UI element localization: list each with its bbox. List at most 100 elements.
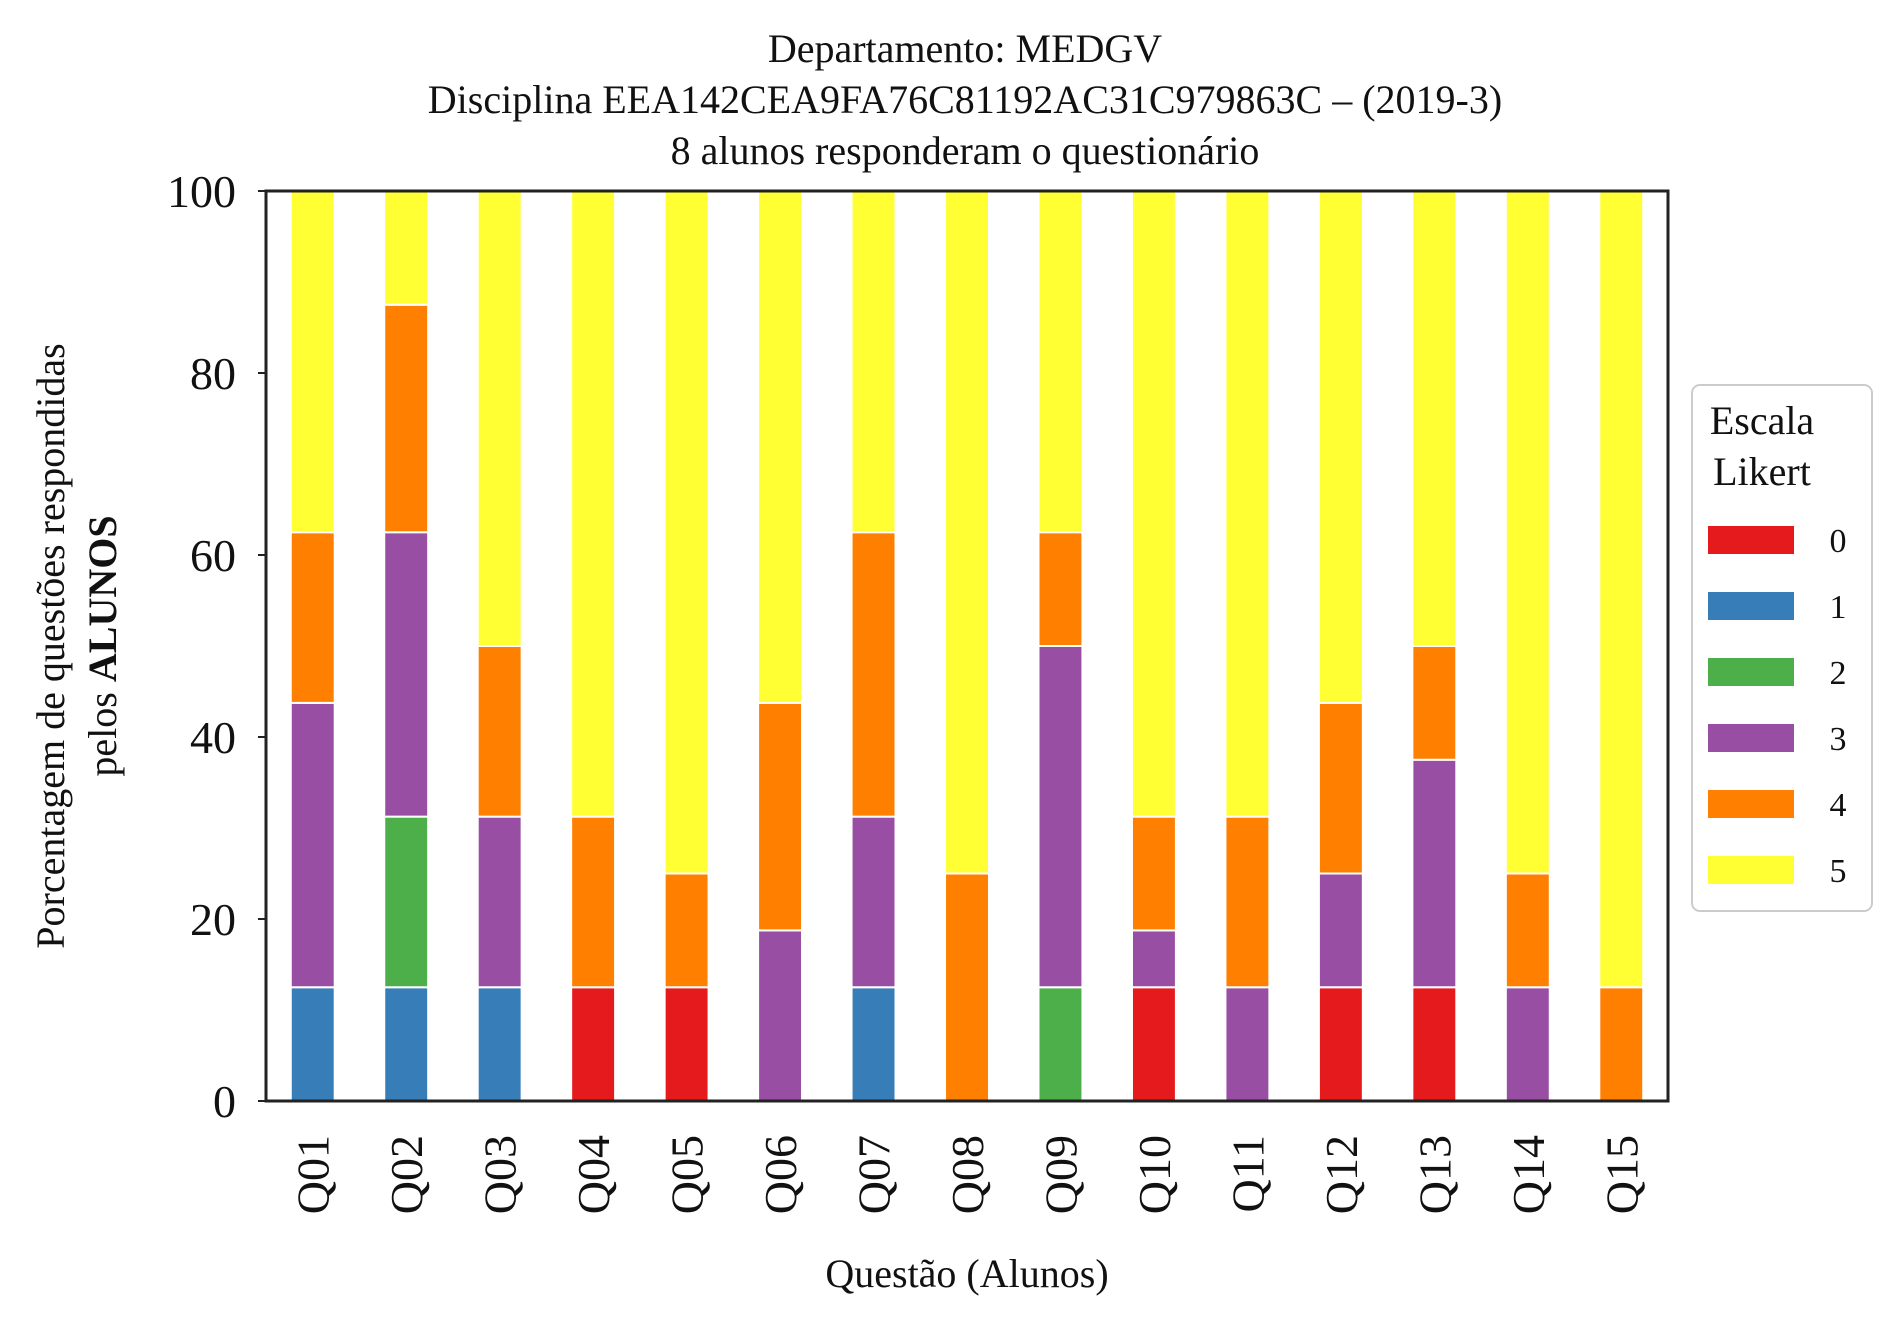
bar-segment-q08-likert-5 bbox=[944, 190, 990, 875]
bar-segment-q12-likert-0 bbox=[1317, 986, 1364, 1102]
bar-segment-q12-likert-5 bbox=[1317, 190, 1364, 704]
bar-segment-q14-likert-5 bbox=[1504, 190, 1551, 875]
bar-segment-q14-likert-3 bbox=[1504, 986, 1551, 1102]
y-tick-label-100: 100 bbox=[167, 166, 236, 217]
bar-segment-q12-likert-3 bbox=[1317, 872, 1364, 989]
bar-segment-q05-likert-4 bbox=[663, 872, 710, 989]
legend-label-1: 1 bbox=[1830, 589, 1847, 626]
plot-frame bbox=[264, 189, 1670, 1103]
bar-segment-q10-likert-3 bbox=[1130, 929, 1177, 989]
bars bbox=[289, 190, 1645, 1103]
bar-segment-q03-likert-1 bbox=[476, 986, 523, 1102]
legend-frame bbox=[1691, 384, 1873, 912]
x-tick-label-q13: Q13 bbox=[1409, 1135, 1460, 1214]
bar-segment-q11-likert-4 bbox=[1224, 815, 1271, 989]
bar-segment-q04-likert-5 bbox=[570, 190, 617, 818]
bar-segment-q01-likert-5 bbox=[289, 190, 336, 534]
legend-swatch-0 bbox=[1708, 526, 1794, 554]
bar-segment-q10-likert-5 bbox=[1130, 190, 1177, 818]
x-tick-label-q07: Q07 bbox=[849, 1135, 900, 1214]
bar-segment-q08-likert-4 bbox=[944, 872, 990, 1102]
y-tick-label-80: 80 bbox=[190, 348, 236, 399]
legend-swatch-2 bbox=[1708, 658, 1794, 686]
x-tick-label-q04: Q04 bbox=[568, 1135, 619, 1214]
y-axis-label-line-1: Porcentagem de questões respondidas bbox=[28, 343, 73, 948]
bar-segment-q02-likert-5 bbox=[383, 190, 430, 306]
legend-label-4: 4 bbox=[1830, 787, 1847, 824]
y-axis-label-prefix: pelos bbox=[80, 682, 125, 776]
bar-segment-q09-likert-3 bbox=[1037, 645, 1084, 989]
bar-segment-q12-likert-4 bbox=[1317, 701, 1364, 875]
bar-segment-q07-likert-4 bbox=[850, 531, 897, 818]
x-tick-label-q08: Q08 bbox=[942, 1135, 993, 1214]
x-tick-label-q09: Q09 bbox=[1035, 1135, 1086, 1214]
legend-swatch-1 bbox=[1708, 592, 1794, 620]
bar-segment-q07-likert-1 bbox=[850, 986, 897, 1102]
bar-segment-q13-likert-4 bbox=[1411, 645, 1458, 761]
y-axis-ticks: 0 20 40 60 80 100 bbox=[167, 166, 266, 1127]
bar-segment-q10-likert-4 bbox=[1130, 815, 1177, 932]
bar-segment-q05-likert-5 bbox=[663, 190, 710, 875]
bar-segment-q07-likert-5 bbox=[850, 190, 897, 534]
x-tick-label-q02: Q02 bbox=[381, 1135, 432, 1214]
bar-segment-q02-likert-1 bbox=[383, 986, 430, 1102]
bar-segment-q13-likert-0 bbox=[1411, 986, 1458, 1102]
x-tick-label-q03: Q03 bbox=[475, 1135, 526, 1214]
bar-segment-q09-likert-4 bbox=[1037, 531, 1084, 647]
y-axis-label-bold: ALUNOS bbox=[80, 515, 125, 682]
x-tick-label-q15: Q15 bbox=[1596, 1135, 1647, 1214]
bar-segment-q01-likert-4 bbox=[289, 531, 336, 704]
chart-title: Departamento: MEDGV Disciplina EEA142CEA… bbox=[428, 26, 1502, 173]
bar-segment-q11-likert-3 bbox=[1224, 986, 1271, 1102]
bar-segment-q14-likert-4 bbox=[1504, 872, 1551, 989]
legend-items: 0 1 2 3 4 5 bbox=[1708, 523, 1847, 890]
bar-segment-q03-likert-3 bbox=[476, 815, 523, 989]
legend-label-0: 0 bbox=[1830, 523, 1847, 560]
bar-segment-q04-likert-4 bbox=[570, 815, 617, 989]
legend-swatch-5 bbox=[1708, 856, 1794, 884]
y-axis-label: Porcentagem de questões respondidas pelo… bbox=[28, 343, 125, 948]
x-tick-label-q10: Q10 bbox=[1129, 1135, 1180, 1214]
bar-segment-q09-likert-2 bbox=[1037, 986, 1084, 1102]
x-tick-label-q05: Q05 bbox=[662, 1135, 713, 1214]
bar-segment-q05-likert-0 bbox=[663, 986, 710, 1102]
bar-segment-q06-likert-5 bbox=[757, 190, 804, 704]
bar-segment-q15-likert-5 bbox=[1598, 190, 1645, 989]
bar-segment-q02-likert-4 bbox=[383, 303, 430, 534]
bar-segment-q06-likert-4 bbox=[757, 701, 804, 932]
bar-segment-q07-likert-3 bbox=[850, 815, 897, 989]
legend-swatch-4 bbox=[1708, 790, 1794, 818]
x-axis-ticks: Q01 Q02 Q03 Q04 Q05 Q06 Q07 Q08 Q09 Q10 Q11 Q12 Q13 Q… bbox=[288, 1135, 1648, 1214]
legend-label-5: 5 bbox=[1830, 853, 1847, 890]
title-line-2: Disciplina EEA142CEA9FA76C81192AC31C9798… bbox=[428, 77, 1502, 122]
bar-segment-q01-likert-3 bbox=[289, 701, 336, 989]
bar-segment-q04-likert-0 bbox=[570, 986, 617, 1102]
y-axis-label-line-2: pelos ALUNOS bbox=[80, 515, 125, 776]
legend: Escala Likert 0 1 2 3 4 5 bbox=[1691, 384, 1873, 912]
y-tick-label-0: 0 bbox=[213, 1076, 236, 1127]
y-tick-label-40: 40 bbox=[190, 712, 236, 763]
bar-segment-q10-likert-0 bbox=[1130, 986, 1177, 1102]
legend-label-3: 3 bbox=[1830, 721, 1847, 758]
legend-swatch-3 bbox=[1708, 724, 1794, 752]
title-line-1: Departamento: MEDGV bbox=[768, 26, 1162, 71]
bar-segment-q01-likert-1 bbox=[289, 986, 336, 1102]
legend-title-line-2: Likert bbox=[1713, 449, 1811, 494]
bar-segment-q03-likert-5 bbox=[476, 190, 523, 647]
x-tick-label-q11: Q11 bbox=[1222, 1135, 1273, 1213]
x-axis-label: Questão (Alunos) bbox=[825, 1251, 1108, 1296]
legend-label-2: 2 bbox=[1830, 655, 1847, 692]
x-tick-label-q12: Q12 bbox=[1316, 1135, 1367, 1214]
x-tick-label-q14: Q14 bbox=[1503, 1135, 1554, 1214]
bar-segment-q13-likert-5 bbox=[1411, 190, 1458, 647]
legend-title-line-1: Escala bbox=[1710, 398, 1815, 443]
title-line-3: 8 alunos responderam o questionário bbox=[671, 128, 1260, 173]
bar-segment-q13-likert-3 bbox=[1411, 758, 1458, 989]
y-tick-label-20: 20 bbox=[190, 894, 236, 945]
bar-segment-q03-likert-4 bbox=[476, 645, 523, 818]
bar-segment-q11-likert-5 bbox=[1224, 190, 1271, 818]
bar-segment-q15-likert-4 bbox=[1598, 986, 1645, 1102]
y-tick-label-60: 60 bbox=[190, 530, 236, 581]
bar-segment-q02-likert-2 bbox=[383, 815, 430, 989]
